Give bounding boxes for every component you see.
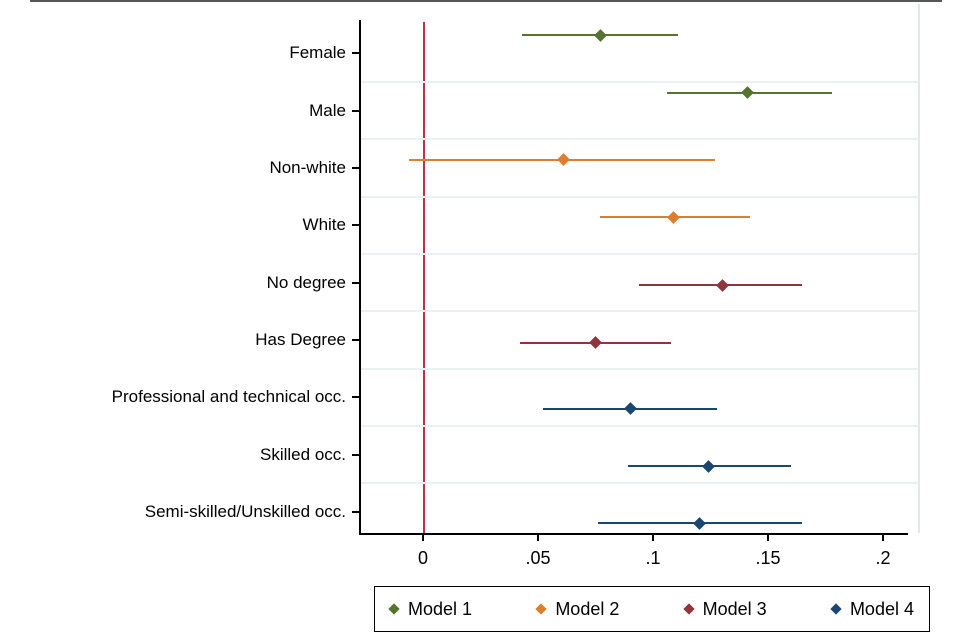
y-tick-label: Non-white xyxy=(269,157,346,177)
y-axis-tick xyxy=(352,453,360,456)
y-tick-label: No degree xyxy=(266,272,346,292)
x-axis-tick xyxy=(537,533,539,541)
point-estimate-diamond-marker xyxy=(589,336,602,349)
x-axis-tick xyxy=(652,533,654,541)
minor-gridline xyxy=(361,424,919,427)
y-axis-tick xyxy=(352,396,360,399)
y-tick-label: Female xyxy=(289,43,346,63)
y-axis-tick xyxy=(352,109,360,112)
legend-diamond-icon xyxy=(682,603,695,615)
point-estimate-diamond-marker xyxy=(701,459,715,473)
y-tick-label: Professional and technical occ. xyxy=(111,387,346,407)
legend-item: Model 2 xyxy=(535,598,620,620)
legend-diamond-icon xyxy=(830,603,842,615)
point-estimate-diamond-marker xyxy=(740,86,754,99)
x-axis-tick xyxy=(767,533,769,541)
legend-item-label: Model 2 xyxy=(555,598,620,619)
plot-right-border xyxy=(918,4,920,533)
minor-gridline xyxy=(361,252,919,255)
figure-top-border xyxy=(30,0,942,2)
legend-diamond-icon xyxy=(388,603,400,615)
y-axis-tick xyxy=(352,166,360,169)
y-axis-tick xyxy=(352,338,360,341)
point-estimate-diamond-marker xyxy=(692,516,706,530)
x-tick-label: .1 xyxy=(645,548,661,568)
x-axis-tick xyxy=(882,533,884,541)
y-tick-label: Male xyxy=(309,100,346,120)
y-tick-label: Has Degree xyxy=(255,329,346,349)
x-tick-label: 0 xyxy=(417,548,428,568)
y-tick-label: White xyxy=(302,215,346,235)
x-tick-label: .2 xyxy=(875,548,891,568)
x-axis-tick xyxy=(422,533,424,541)
point-estimate-diamond-marker xyxy=(593,28,607,42)
legend-item: Model 1 xyxy=(388,598,473,620)
y-tick-label: Skilled occ. xyxy=(260,444,346,464)
minor-gridline xyxy=(361,195,919,198)
y-axis-tick xyxy=(352,510,360,513)
legend-item-label: Model 4 xyxy=(849,598,914,619)
minor-gridline xyxy=(361,367,919,370)
point-estimate-diamond-marker xyxy=(715,278,729,292)
y-axis-tick xyxy=(352,52,360,55)
legend-box: Model 1 Model 2 Model 3 Model 4 xyxy=(374,586,930,632)
legend-item: Model 4 xyxy=(830,598,914,620)
point-estimate-diamond-marker xyxy=(667,210,681,224)
minor-gridline xyxy=(361,80,919,83)
y-axis-tick xyxy=(352,224,360,227)
x-tick-label: .05 xyxy=(525,548,551,568)
legend-diamond-icon xyxy=(535,603,547,615)
minor-gridline xyxy=(361,482,919,485)
x-tick-label: .15 xyxy=(755,548,781,568)
legend-item-label: Model 3 xyxy=(702,598,767,619)
legend-item: Model 3 xyxy=(682,598,767,620)
legend-item-label: Model 1 xyxy=(408,598,473,619)
point-estimate-diamond-marker xyxy=(556,153,570,167)
y-axis-tick xyxy=(352,281,360,284)
zero-reference-line xyxy=(423,22,425,533)
point-estimate-diamond-marker xyxy=(623,402,637,416)
y-axis-line xyxy=(359,20,361,535)
y-tick-label: Semi-skilled/Unskilled occ. xyxy=(144,501,346,521)
x-axis-line xyxy=(359,533,908,535)
minor-gridline xyxy=(361,310,919,313)
minor-gridline xyxy=(361,138,919,141)
